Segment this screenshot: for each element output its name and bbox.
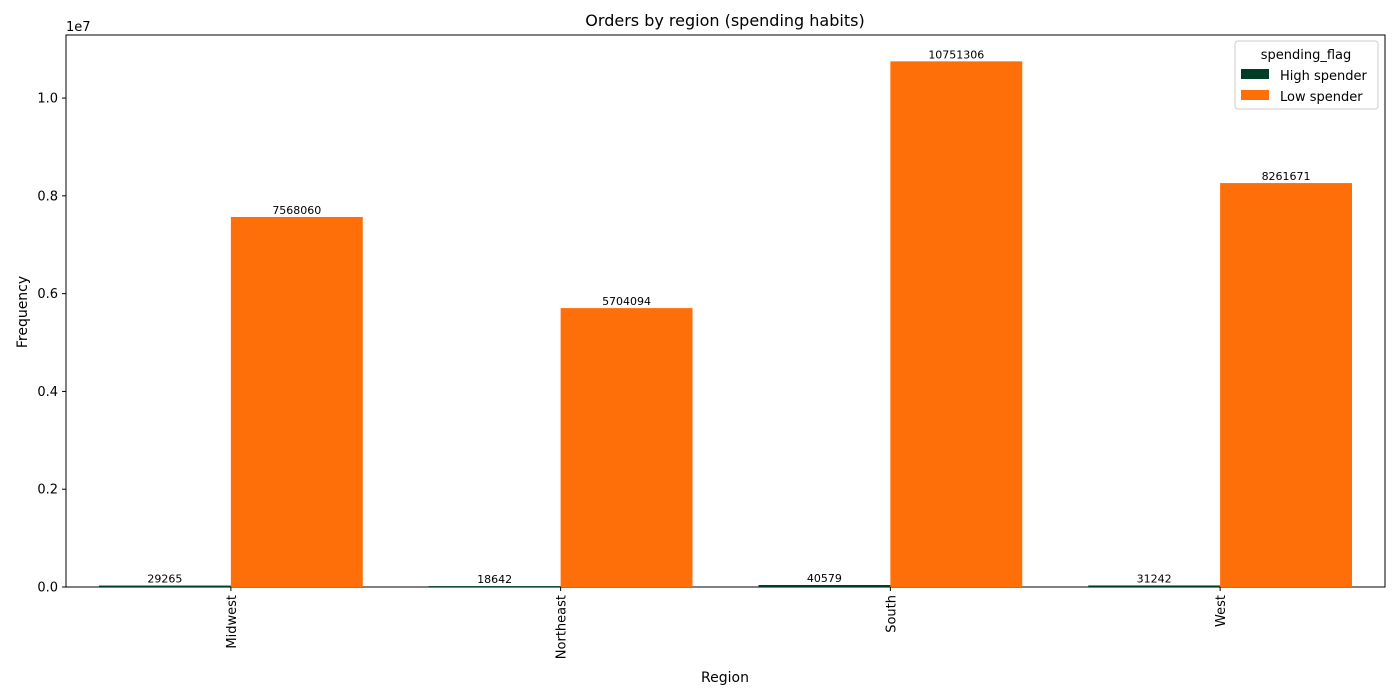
- bars-group: [98, 61, 1353, 588]
- legend-label-low-spender: Low spender: [1280, 90, 1363, 105]
- x-axis-title: Region: [701, 670, 749, 686]
- x-tick-label-midwest: Midwest: [225, 595, 240, 649]
- legend-swatch-high-spender: [1241, 69, 1269, 79]
- legend-title: spending_flag: [1261, 48, 1352, 63]
- bar-value-label: 8261671: [1262, 170, 1311, 183]
- y-tick-label: 0.2: [37, 483, 58, 498]
- x-axis: Midwest Northeast South West: [225, 587, 1229, 659]
- bar-value-label: 18642: [477, 573, 512, 586]
- bar-value-label: 7568060: [272, 204, 321, 217]
- x-tick-label-northeast: Northeast: [555, 595, 570, 659]
- y-tick-label: 0.6: [37, 287, 58, 302]
- y-axis-title: Frequency: [15, 276, 31, 348]
- bar-midwest-high-spender: [98, 585, 231, 587]
- bar-south-high-spender: [758, 585, 891, 587]
- bar-value-label: 10751306: [928, 48, 984, 61]
- bar-midwest-low-spender: [230, 216, 363, 587]
- x-tick-label-south: South: [884, 595, 899, 633]
- y-tick-label: 0.8: [37, 189, 58, 204]
- legend: spending_flag High spender Low spender: [1234, 40, 1379, 110]
- bar-west-high-spender: [1088, 585, 1221, 587]
- bar-south-low-spender: [890, 61, 1023, 588]
- bar-value-label: 31242: [1137, 572, 1172, 585]
- y-tick-label: 1.0: [37, 92, 58, 107]
- plot-frame: [65, 34, 1386, 588]
- bar-northeast-low-spender: [560, 308, 693, 587]
- y-axis: 0.0 0.2 0.4 0.6 0.8 1.0: [37, 92, 66, 596]
- legend-frame: [1234, 40, 1379, 110]
- x-tick-label-west: West: [1214, 595, 1229, 627]
- y-tick-label: 0.4: [37, 385, 58, 400]
- plot-area: [65, 34, 1386, 588]
- y-axis-offset-label: 1e7: [66, 20, 91, 35]
- bar-value-label: 40579: [807, 572, 842, 585]
- bar-labels-group: 29265 7568060 18642 5704094 40579 10751306 312…: [147, 48, 1310, 586]
- bar-northeast-high-spender: [428, 586, 561, 587]
- bar-value-label: 29265: [147, 573, 182, 586]
- legend-label-high-spender: High spender: [1280, 69, 1368, 84]
- bar-value-label: 5704094: [602, 295, 651, 308]
- bar-west-low-spender: [1220, 183, 1353, 587]
- legend-swatch-low-spender: [1241, 90, 1269, 100]
- chart-title: Orders by region (spending habits): [585, 11, 864, 30]
- y-tick-label: 0.0: [37, 581, 58, 596]
